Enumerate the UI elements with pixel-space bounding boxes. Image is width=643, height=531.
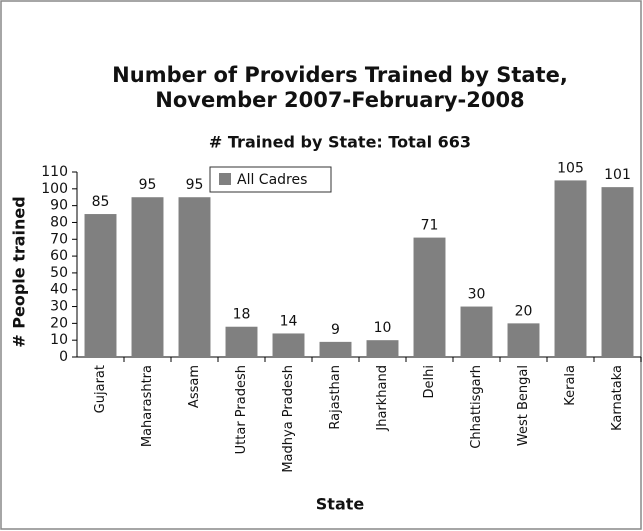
bar [413, 237, 446, 357]
bar [84, 214, 117, 357]
value-label: 101 [604, 167, 631, 183]
chart-title: Number of Providers Trained by State, [112, 63, 568, 87]
bar [554, 180, 587, 357]
y-tick-label: 50 [50, 265, 68, 281]
x-tick-label: Karnataka [610, 365, 625, 431]
y-tick-label: 70 [50, 231, 68, 247]
x-tick-label: Jharkhand [375, 365, 390, 432]
value-label: 14 [280, 313, 298, 329]
bar [319, 341, 352, 357]
x-tick-label: Gujarat [93, 365, 108, 413]
y-tick-label: 40 [50, 282, 68, 298]
y-tick-label: 20 [50, 315, 68, 331]
value-label: 10 [374, 320, 392, 336]
x-tick-label: Assam [187, 365, 202, 408]
value-label: 71 [421, 218, 439, 234]
value-label: 9 [331, 322, 340, 338]
y-tick-label: 100 [41, 181, 68, 197]
y-tick-label: 60 [50, 248, 68, 264]
bar [225, 326, 258, 357]
x-tick-label: West Bengal [516, 365, 531, 446]
value-label: 95 [186, 177, 204, 193]
x-tick-label: Rajasthan [328, 365, 343, 430]
bar [366, 340, 399, 357]
y-axis-title: # People trained [10, 196, 29, 347]
legend-swatch [219, 173, 231, 185]
x-axis-title: State [316, 495, 365, 514]
y-tick-label: 90 [50, 198, 68, 214]
y-tick-label: 10 [50, 332, 68, 348]
chart-title: November 2007-February-2008 [155, 88, 524, 112]
x-tick-label: Kerala [563, 365, 578, 406]
x-tick-label: Uttar Pradesh [234, 365, 249, 454]
bar [272, 333, 305, 357]
legend-label: All Cadres [237, 172, 307, 188]
x-tick-label: Delhi [422, 365, 437, 398]
bar [131, 197, 164, 357]
value-label: 30 [468, 287, 486, 303]
value-label: 95 [139, 177, 157, 193]
x-tick-label: Madhya Pradesh [281, 365, 296, 473]
x-tick-label: Maharashtra [140, 365, 155, 447]
value-label: 105 [557, 160, 584, 176]
bar [178, 197, 211, 357]
bar [601, 187, 634, 357]
x-tick-label: Chhattisgarh [469, 365, 484, 449]
value-label: 85 [92, 194, 110, 210]
value-label: 20 [515, 303, 533, 319]
y-tick-label: 30 [50, 299, 68, 315]
bar [460, 306, 493, 357]
y-tick-label: 0 [59, 349, 68, 365]
chart-subtitle: # Trained by State: Total 663 [209, 133, 471, 152]
value-label: 18 [233, 307, 251, 323]
bar [507, 323, 540, 357]
y-tick-label: 110 [41, 164, 68, 180]
y-tick-label: 80 [50, 214, 68, 230]
